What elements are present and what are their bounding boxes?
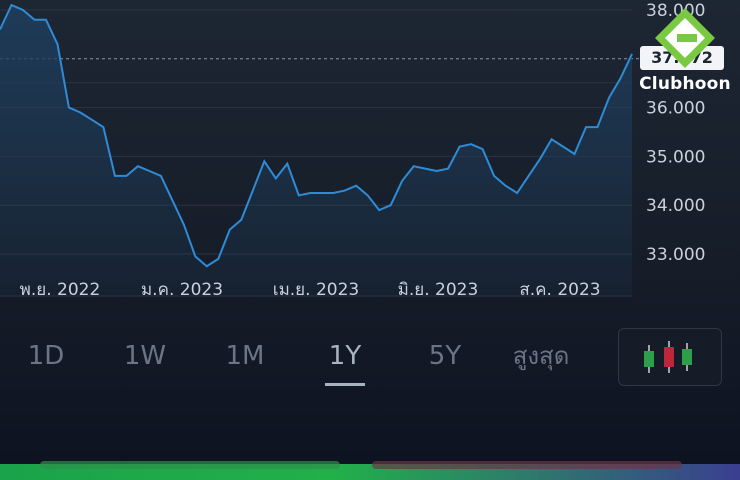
x-tick-label: ม.ค. 2023 <box>141 280 223 300</box>
candle-body <box>664 347 674 367</box>
x-tick-label: มิ.ย. 2023 <box>398 280 479 300</box>
chart-svg: พ.ย. 2022 ม.ค. 2023 เม.ย. 2023 มิ.ย. 2023 ส.… <box>0 1 705 300</box>
y-tick-label: 34.000 <box>646 196 705 216</box>
tab-max[interactable]: สูงสุด <box>512 342 570 370</box>
tab-1m[interactable]: 1M <box>225 341 265 371</box>
series-line <box>0 3 633 268</box>
chart-type-toggle-button[interactable] <box>618 328 722 386</box>
series-area <box>0 5 632 296</box>
y-tick-label: 35.000 <box>646 147 705 167</box>
time-range-tabs: 1D 1W 1M 1Y 5Y สูงสุด <box>0 326 740 388</box>
tab-1d[interactable]: 1D <box>27 341 65 371</box>
candle-body <box>644 351 654 367</box>
tab-1y[interactable]: 1Y <box>318 336 372 376</box>
candle-body <box>682 349 692 365</box>
x-tick-label: ส.ค. 2023 <box>519 280 600 300</box>
tab-1w[interactable]: 1W <box>123 341 167 371</box>
buy-button-edge[interactable] <box>40 461 340 469</box>
clubhoon-logo: Clubhoon <box>630 4 740 96</box>
tab-5y[interactable]: 5Y <box>428 341 462 371</box>
y-tick-label: 36.000 <box>646 99 705 119</box>
y-tick-label: 33.000 <box>646 245 705 265</box>
sell-button-edge[interactable] <box>372 461 682 469</box>
logo-text: Clubhoon <box>639 74 731 94</box>
candlestick-icon <box>644 341 692 373</box>
x-tick-label: พ.ย. 2022 <box>20 280 101 300</box>
logo-mark-icon <box>655 8 715 68</box>
price-chart[interactable]: พ.ย. 2022 ม.ค. 2023 เม.ย. 2023 มิ.ย. 2023 ส.… <box>0 0 740 310</box>
x-tick-label: เม.ย. 2023 <box>273 280 359 300</box>
